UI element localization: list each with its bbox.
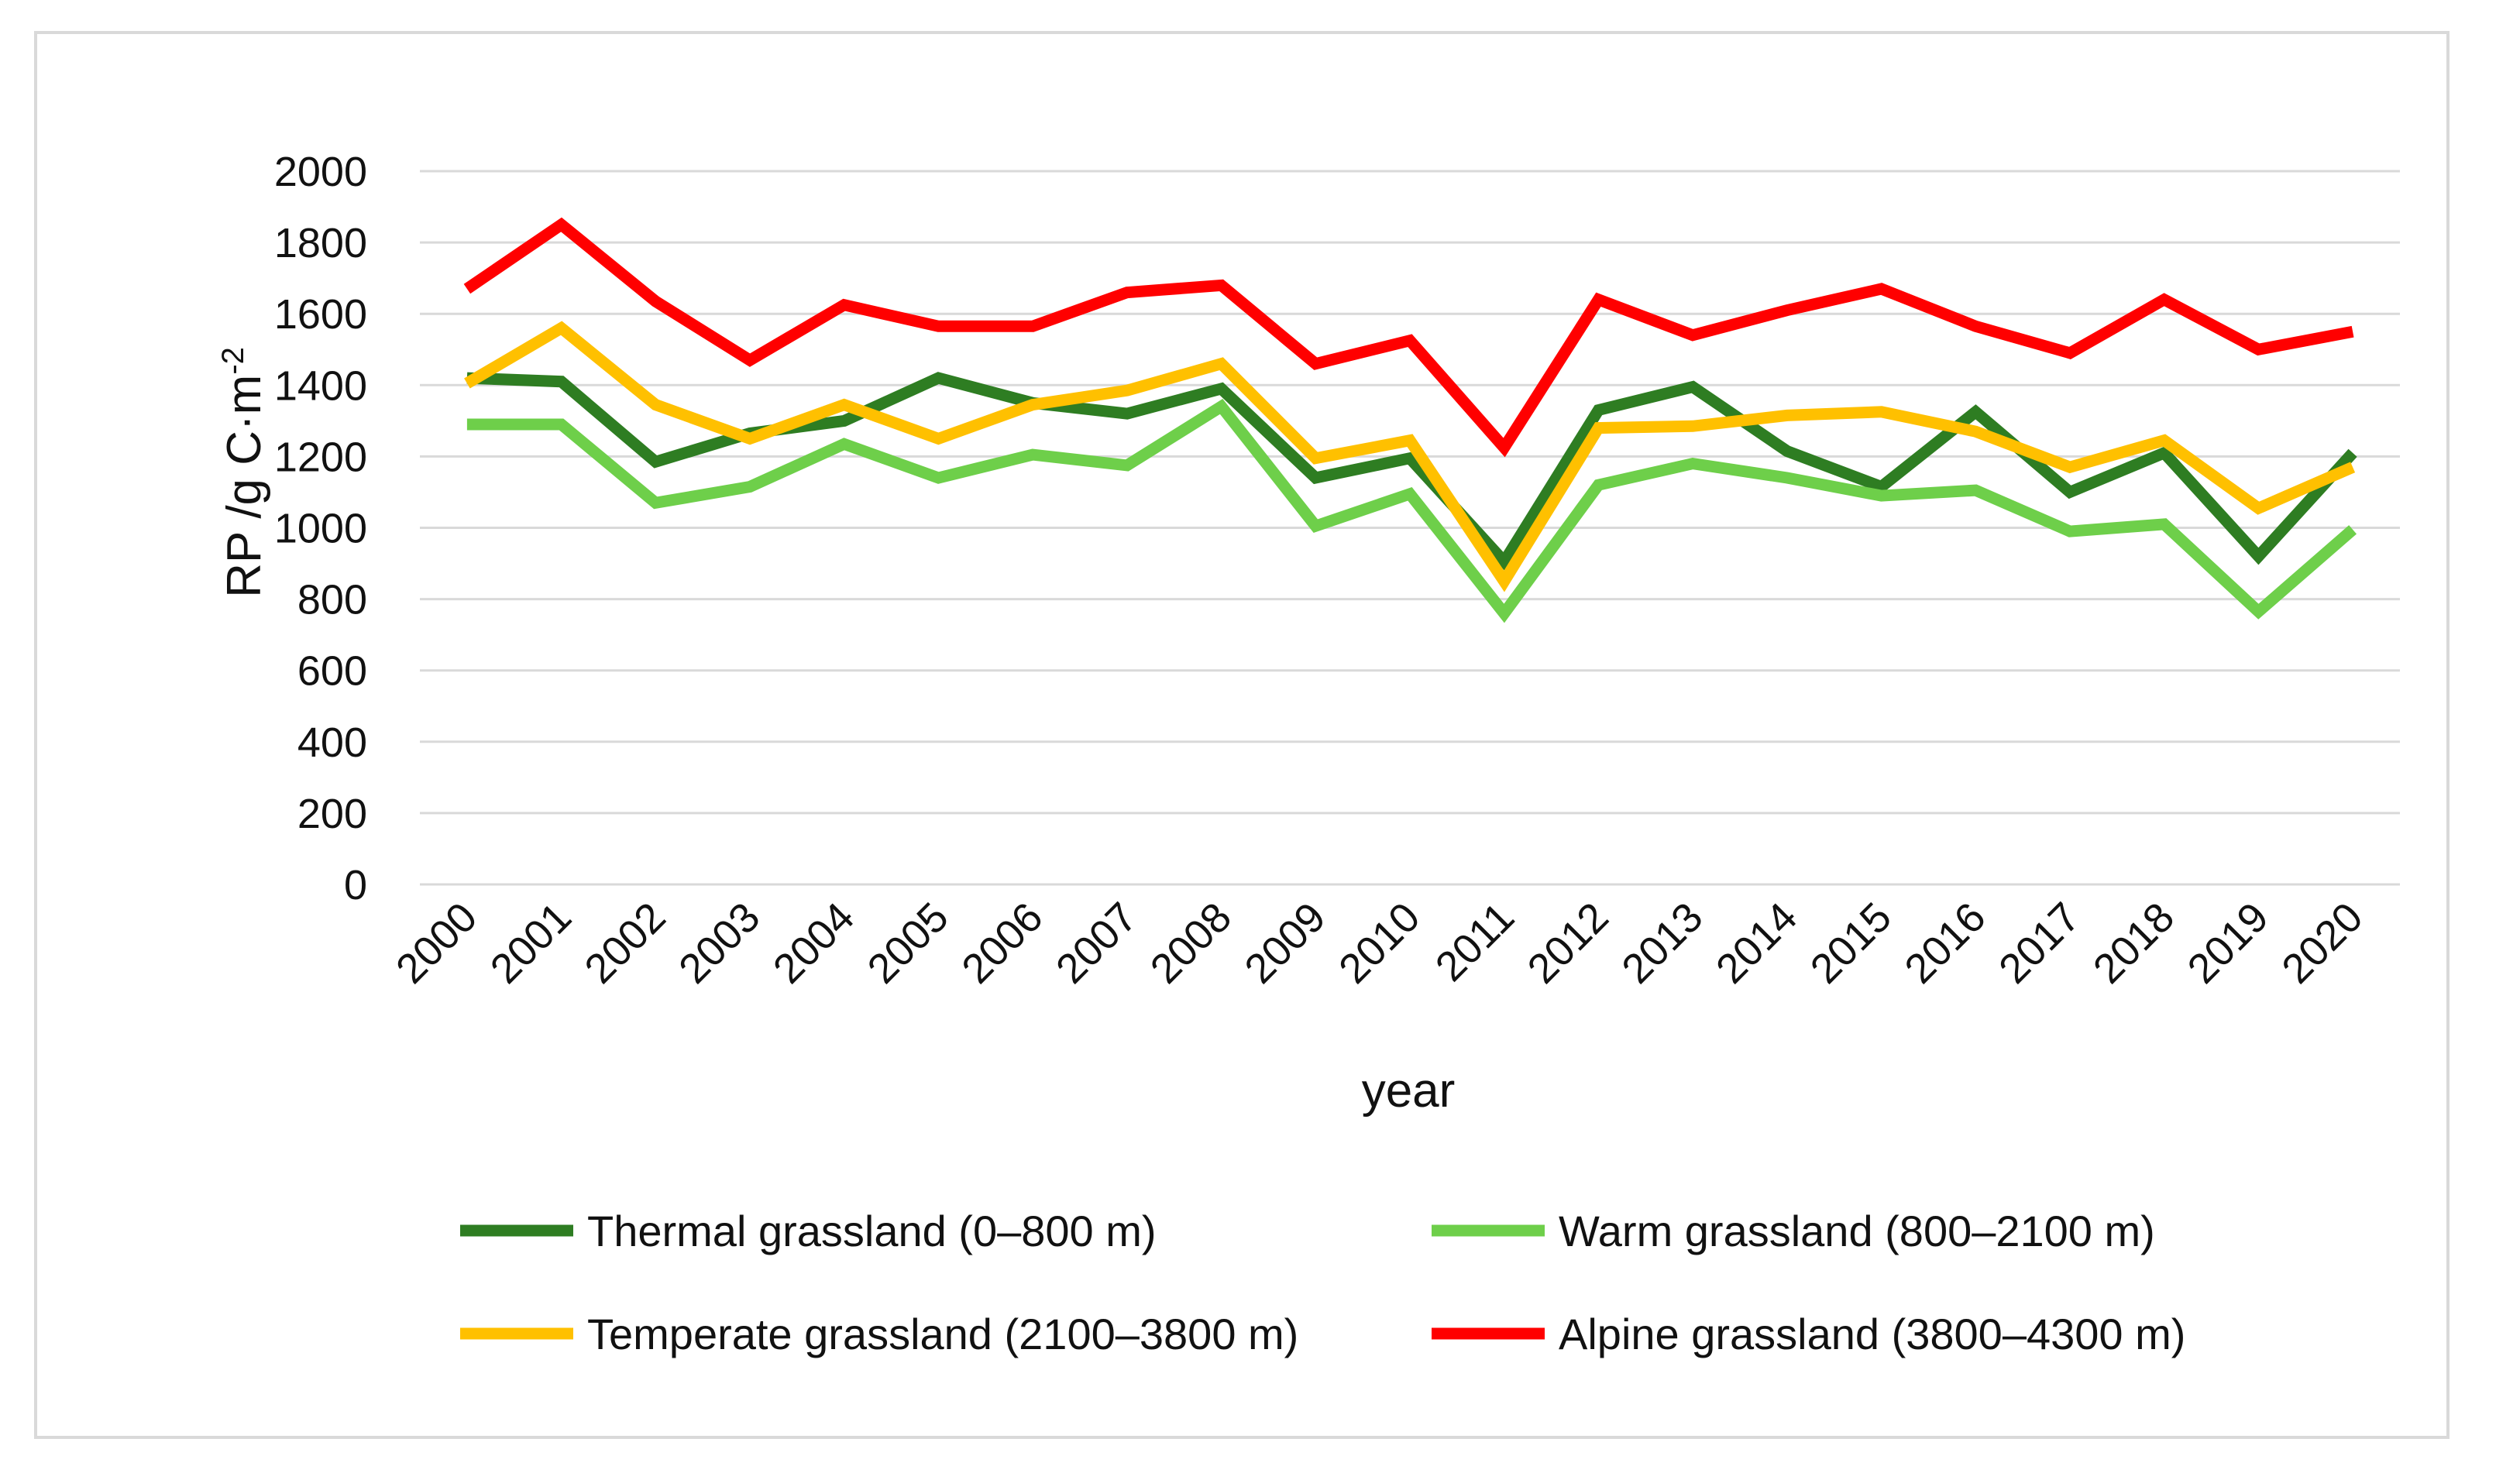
y-tick-label: 1000 [274, 506, 367, 552]
series-lines [463, 217, 2357, 623]
x-tick-label: 2008 [1142, 894, 1240, 992]
y-axis-ticks: 0 200 400 600 800 1000 1200 1400 1600 1800 2000 [274, 149, 367, 908]
y-tick-label: 800 [297, 577, 367, 623]
series-line-1 [466, 398, 2357, 623]
y-tick-label: 1200 [274, 434, 367, 480]
y-tick-label: 200 [297, 791, 367, 837]
x-tick-label: 2019 [2179, 894, 2278, 992]
chart-frame: 0 200 400 600 800 1000 1200 1400 1600 1800 2000 20… [34, 31, 2450, 1439]
legend: Thermal grassland (0–800 m) Warm grasslan… [460, 1207, 2185, 1358]
x-tick-label: 2003 [670, 894, 768, 992]
series-line-2 [464, 321, 2356, 592]
legend-label: Warm grassland (800–2100 m) [1559, 1207, 2155, 1255]
x-tick-label: 2009 [1236, 894, 1334, 992]
x-tick-label: 2000 [387, 894, 486, 992]
x-tick-label: 2015 [1802, 894, 1900, 992]
x-tick-label: 2012 [1519, 894, 1618, 992]
gridlines [420, 170, 2400, 886]
legend-label: Thermal grassland (0–800 m) [587, 1207, 1157, 1255]
series-line-3 [463, 217, 2354, 458]
x-tick-label: 2010 [1330, 894, 1428, 992]
x-tick-label: 2001 [482, 894, 580, 992]
x-tick-label: 2018 [2085, 894, 2183, 992]
x-tick-label: 2017 [1990, 894, 2089, 992]
x-tick-label: 2011 [1427, 894, 1524, 991]
x-tick-label: 2016 [1896, 894, 1994, 992]
x-axis-ticks: 2000200120022003200420052006200720082009… [387, 894, 2372, 992]
x-tick-label: 2004 [765, 894, 863, 992]
x-tick-label: 2006 [953, 894, 1051, 992]
legend-label: Alpine grassland (3800–4300 m) [1559, 1310, 2185, 1358]
x-tick-label: 2014 [1707, 894, 1806, 992]
x-tick-label: 2007 [1047, 894, 1146, 992]
x-tick-label: 2005 [859, 894, 957, 992]
y-tick-label: 2000 [274, 149, 367, 195]
y-tick-label: 0 [344, 862, 367, 908]
x-axis-title: year [1362, 1064, 1456, 1118]
x-tick-label: 2002 [576, 894, 674, 992]
y-tick-label: 400 [297, 719, 367, 766]
y-axis-title-text: RP /g C·m [218, 375, 271, 598]
y-tick-label: 1800 [274, 220, 367, 266]
x-tick-label: 2020 [2273, 894, 2371, 992]
line-chart: 0 200 400 600 800 1000 1200 1400 1600 1800 2000 20… [216, 149, 2400, 1358]
y-tick-label: 1600 [274, 291, 367, 338]
legend-label: Temperate grassland (2100–3800 m) [587, 1310, 1298, 1358]
y-tick-label: 600 [297, 648, 367, 695]
x-tick-label: 2013 [1613, 894, 1711, 992]
y-tick-label: 1400 [274, 362, 367, 409]
y-axis-title-superscript: -2 [216, 347, 250, 375]
y-axis-title: RP /g C·m-2 [216, 347, 271, 598]
